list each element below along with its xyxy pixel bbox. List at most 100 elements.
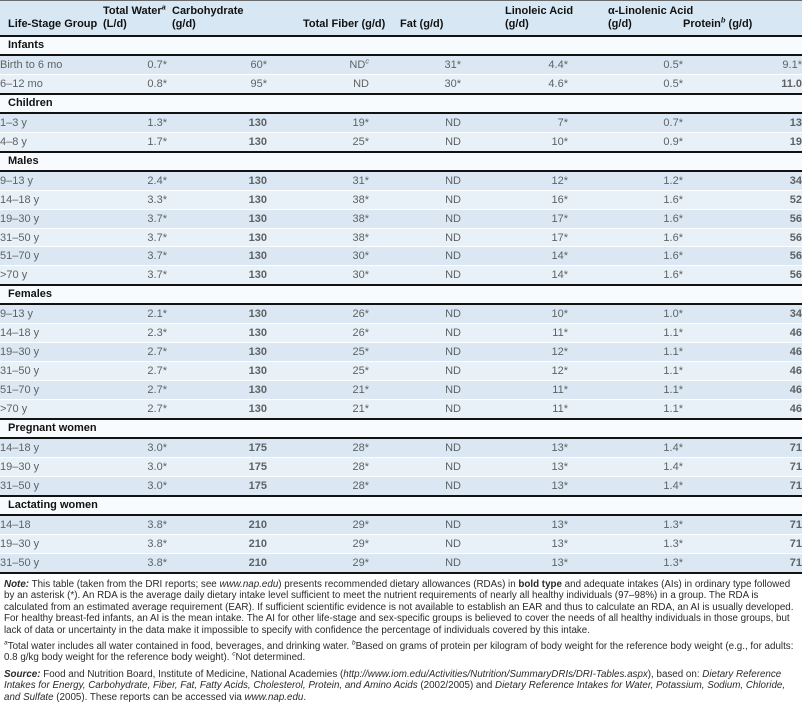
table-cell: 130 [167,265,267,286]
table-cell: 4.4* [461,54,568,75]
table-cell: 52 [683,190,802,210]
table-cell: 26* [267,323,369,344]
table-cell: 130 [167,132,267,153]
table-cell: 46 [683,361,802,382]
table-cell: 2.3* [95,323,167,344]
superscript-note-marker: b [351,639,356,647]
table-cell: 0.5* [568,54,683,75]
row-label: >70 y [0,399,95,420]
table-cell: ND [369,132,461,153]
table-cell: NDc [267,54,369,75]
table-row: 19–30 y 2.7* 130 25* ND 12* 1.1* 46 [0,342,802,363]
table-cell: 130 [167,361,267,382]
section-label: Females [0,284,802,306]
superscript-note-marker: c [365,56,369,66]
section-label: Infants [0,34,802,56]
table-cell: 175 [167,457,267,478]
table-row: 14–18 y 2.3* 130 26* ND 11* 1.1* 46 [0,323,802,344]
table-row: 14–18 y 3.0* 175 28* ND 13* 1.4* 71 [0,438,802,459]
table-cell: 9.1* [683,54,802,75]
column-header: Fat (g/d) [369,0,461,37]
table-cell: 13* [461,515,568,536]
table-cell: 56 [683,228,802,248]
note-text: www.nap.edu [219,578,279,590]
table-cell: 1.6* [568,246,683,267]
table-cell: 12* [461,342,568,363]
note-text: . [303,691,307,703]
table-cell: 13* [461,438,568,459]
table-row: 51–70 y 3.7* 130 30* ND 14* 1.6* 56 [0,246,802,267]
table-cell: 2.7* [95,342,167,363]
table-cell: 3.7* [95,265,167,286]
note-text: (2002/2005) and [417,680,496,692]
table-row: 6–12 mo 0.8* 95* ND 30* 4.6* 0.5* 11.0 [0,74,802,95]
section-header-row: Pregnant women [0,418,802,440]
note-text: Note: [4,578,30,590]
table-cell: 1.3* [95,112,167,133]
row-label: 19–30 y [0,457,95,478]
table-cell: 56 [683,265,802,286]
note-text: Food and Nutrition Board, Institute of M… [40,668,344,680]
table-cell: 46 [683,323,802,344]
note-text: Source: [4,668,41,680]
table-cell: ND [369,209,461,229]
table-cell: 1.7* [95,132,167,153]
table-cell: ND [369,112,461,133]
table-cell: 11* [461,323,568,344]
table-cell: ND [369,190,461,210]
table-row: 19–30 y 3.0* 175 28* ND 13* 1.4* 71 [0,457,802,478]
table-cell: 30* [267,246,369,267]
table-cell: 28* [267,438,369,459]
section-header-row: Lactating women [0,495,802,517]
table-cell: ND [369,246,461,267]
note-text: This table (taken from the DRI reports; … [29,578,220,590]
table-cell: 17* [461,209,568,229]
table-cell: 71 [683,553,802,574]
table-row: >70 y 2.7* 130 21* ND 11* 1.1* 46 [0,399,802,420]
row-label: 51–70 y [0,246,95,267]
table-cell: 14* [461,246,568,267]
table-cell: 71 [683,438,802,459]
table-row: 31–50 y 3.8* 210 29* ND 13* 1.3* 71 [0,553,802,574]
table-row: 31–50 y 3.0* 175 28* ND 13* 1.4* 71 [0,476,802,497]
table-cell: 10* [461,132,568,153]
note-text: Dietary Reference Intakes for Water, Pot… [4,680,786,703]
row-label: 9–13 y [0,304,95,325]
table-cell: ND [369,304,461,325]
row-label: >70 y [0,265,95,286]
section-label: Males [0,150,802,172]
table-cell: 1.6* [568,265,683,286]
dri-nutrient-table: Life-Stage Group Total Watera (L/d) Carbohy… [0,0,802,574]
superscript-note-marker: b [720,15,726,25]
table-cell: ND [369,380,461,401]
column-header: Life-Stage Group [0,0,97,37]
row-label: 31–50 y [0,361,95,382]
table-cell: 2.1* [95,304,167,325]
table-cell: 130 [167,170,267,191]
row-label: 9–13 y [0,170,95,191]
section-label: Pregnant women [0,418,802,440]
table-cell: ND [369,476,461,497]
table-cell: 46 [683,342,802,363]
table-row: 9–13 y 2.4* 130 31* ND 12* 1.2* 34 [0,170,802,191]
table-cell: 1.3* [568,553,683,574]
section-header-row: Children [0,92,802,114]
row-label: 31–50 y [0,476,95,497]
table-cell: 13* [461,553,568,574]
row-label: 1–3 y [0,112,95,133]
table-cell: 175 [167,476,267,497]
row-label: Birth to 6 mo [0,54,95,75]
table-body: Infants Birth to 6 mo 0.7* 60* NDc 31* 4.4* 0.5… [0,34,802,574]
table-notes: Note: This table (taken from the DRI rep… [0,574,802,703]
table-cell: 210 [167,553,267,574]
table-cell: 71 [683,534,802,554]
table-cell: 29* [267,553,369,574]
table-cell: 60* [167,54,267,75]
table-row: 31–50 y 3.7* 130 38* ND 17* 1.6* 56 [0,228,802,248]
table-row: 9–13 y 2.1* 130 26* ND 10* 1.0* 34 [0,304,802,325]
table-cell: 19* [267,112,369,133]
row-label: 19–30 y [0,342,95,363]
table-cell: ND [369,553,461,574]
table-cell: 71 [683,515,802,536]
table-cell: 130 [167,399,267,420]
